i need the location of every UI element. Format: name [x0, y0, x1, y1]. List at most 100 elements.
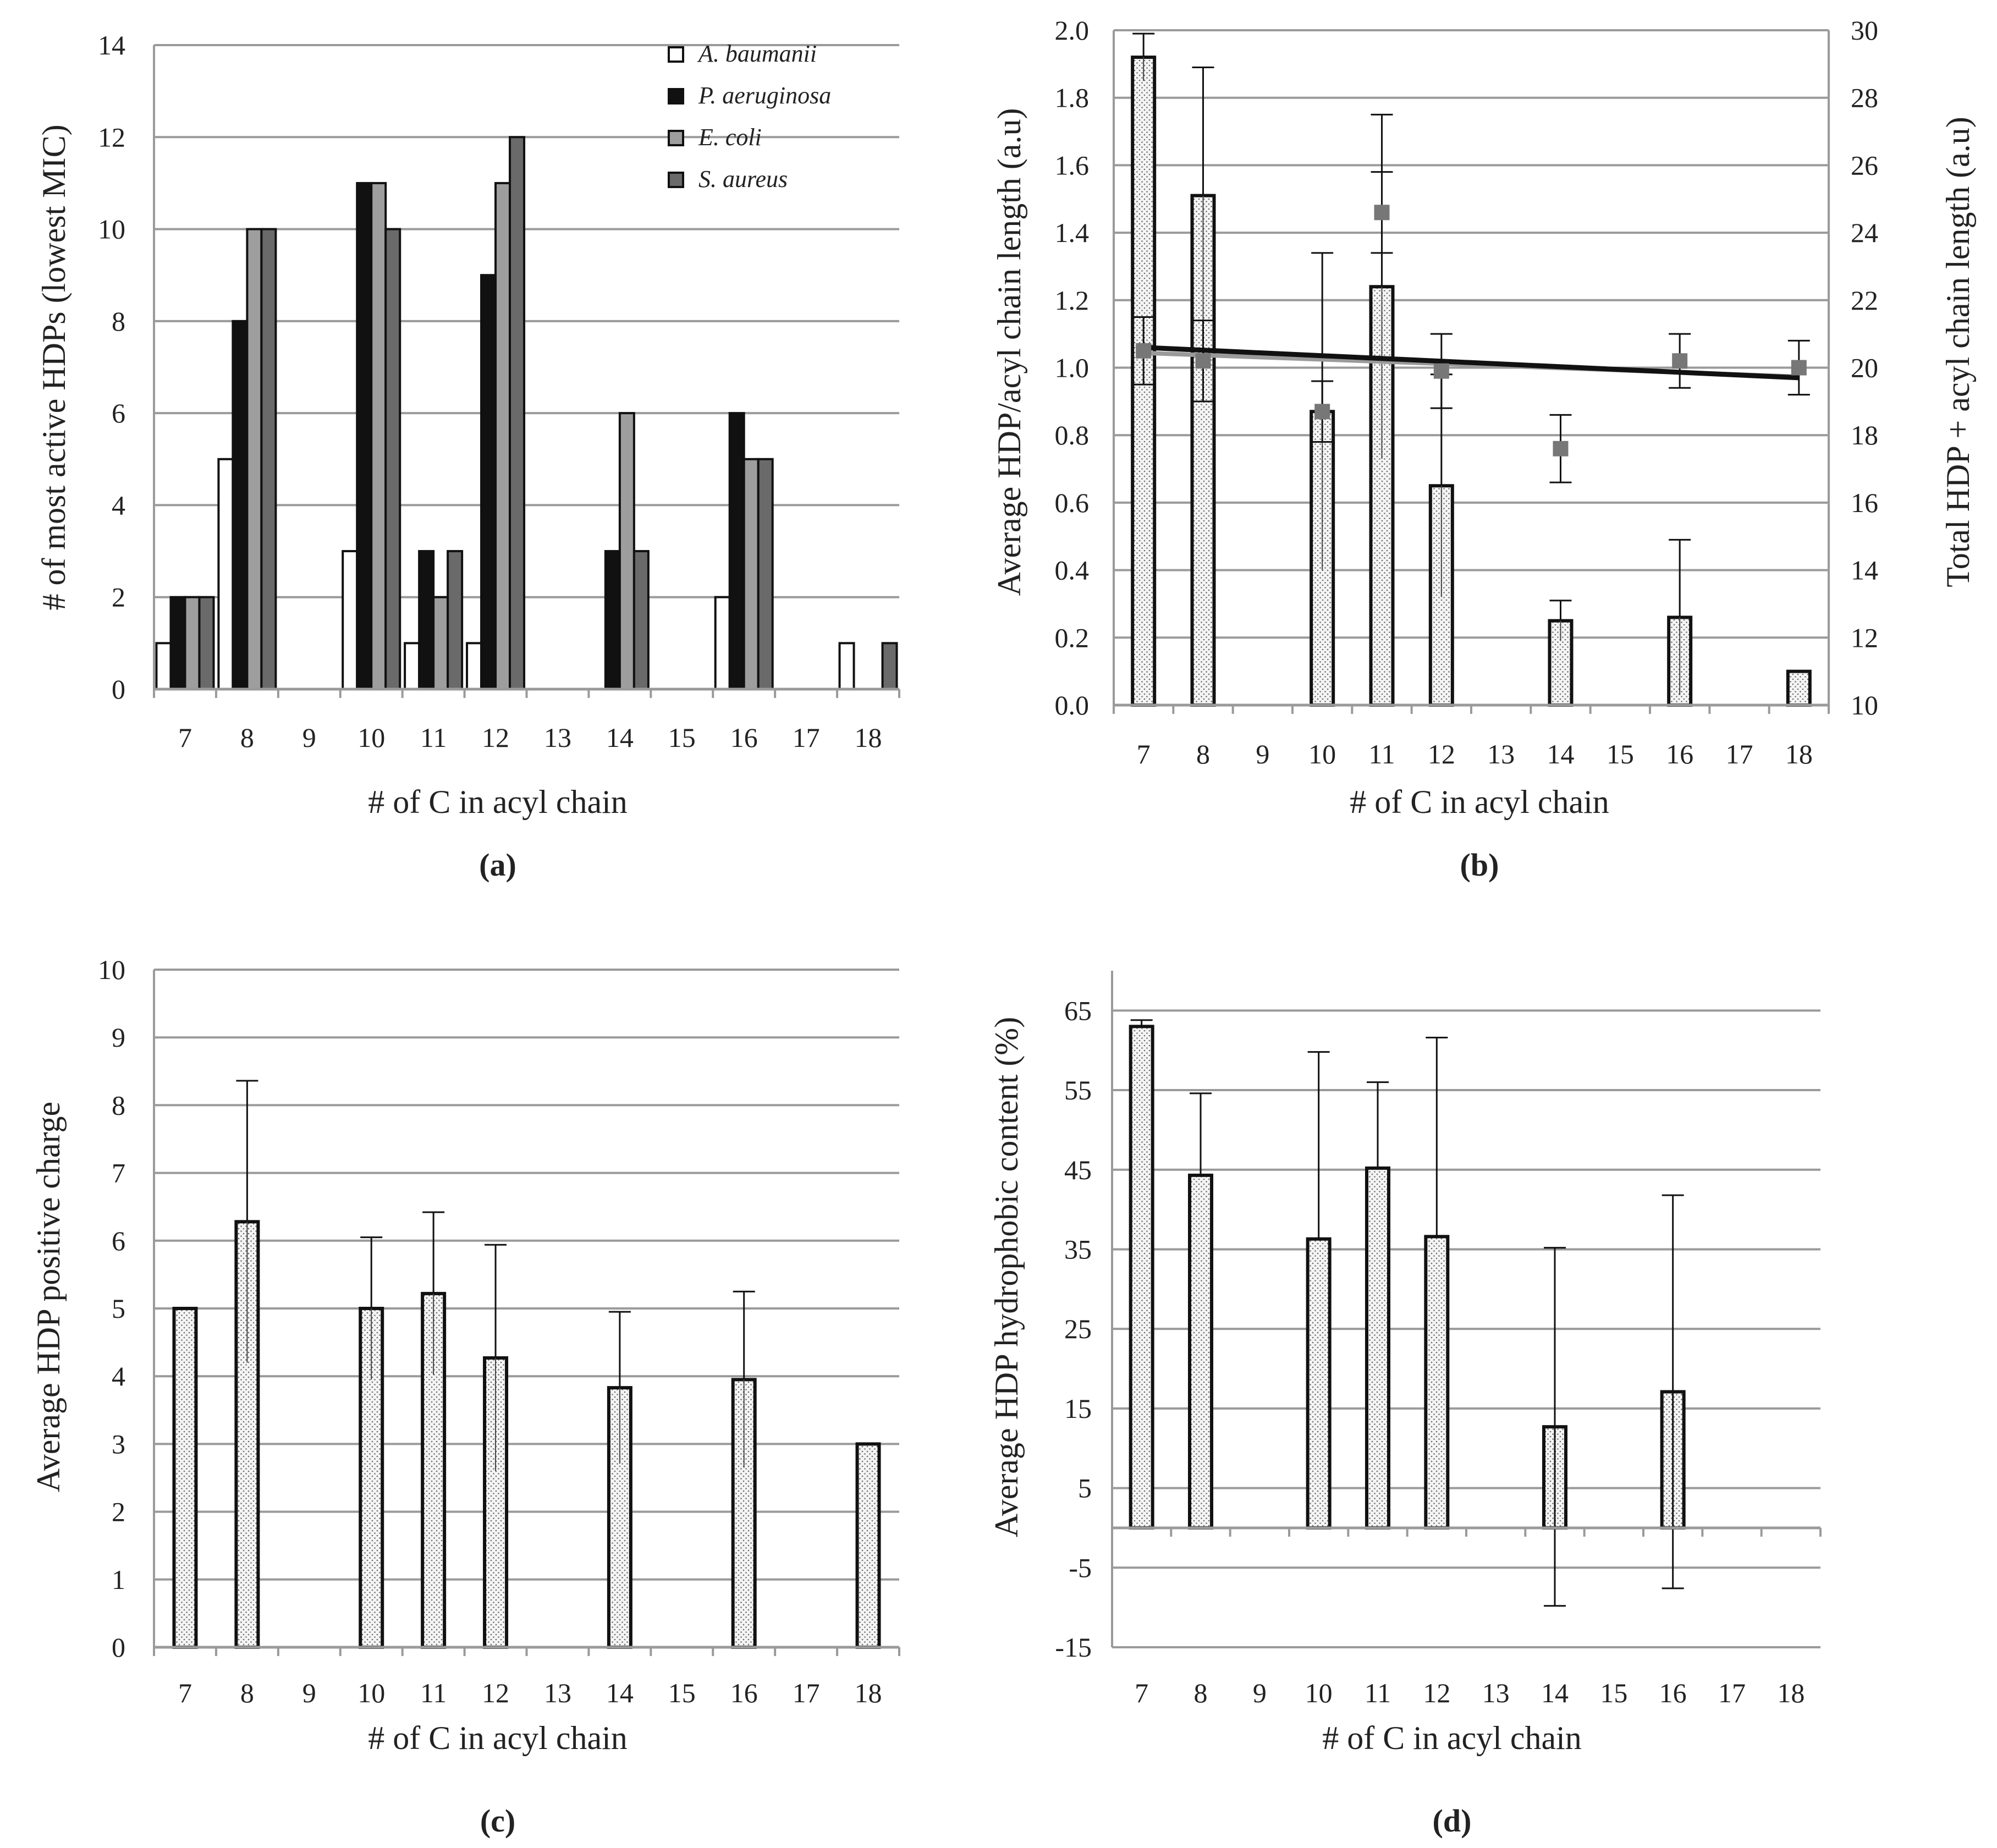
d-bar-10: [1306, 1237, 1332, 1530]
b-points: [1132, 171, 1810, 483]
d-y-axis-label: Average HDP hydrophobic content (%): [988, 1017, 1025, 1537]
b-point-18: [1791, 360, 1807, 376]
d-y-tick-45: 45: [1064, 1154, 1092, 1185]
b-x-tick-14: 14: [1547, 739, 1575, 769]
b-y-tick-1.0: 1.0: [1055, 353, 1090, 383]
b-panel-label: (b): [1460, 847, 1499, 883]
b-trend-black: [1143, 345, 1800, 381]
a-x-tick-17: 17: [793, 722, 820, 753]
d-bars: [1129, 1019, 1686, 1607]
a-bars: [155, 136, 898, 691]
b-point-12: [1433, 363, 1449, 379]
d-y-tick-25: 25: [1064, 1313, 1092, 1344]
b-bars: [1131, 32, 1812, 707]
legend-swatch-ab: [668, 46, 684, 63]
c-gridlines: [154, 969, 899, 1648]
d-x-tick-11: 11: [1365, 1678, 1391, 1708]
d-x-tick-17: 17: [1718, 1678, 1746, 1708]
a-bar-ec-12: [494, 182, 511, 690]
a-x-tick-9: 9: [302, 722, 316, 753]
a-bar-ab-10: [342, 550, 359, 690]
a-bar-ec-7: [184, 596, 201, 690]
d-y-tick--5: -5: [1069, 1552, 1092, 1583]
a-bar-ab-18: [838, 642, 855, 691]
b-y2-tick-28: 28: [1851, 82, 1878, 113]
b-y2-tick-14: 14: [1851, 555, 1878, 586]
a-x-tick-12: 12: [482, 722, 509, 753]
a-bar-ec-16: [742, 458, 760, 690]
b-point-14: [1553, 441, 1569, 457]
b-point-11: [1374, 205, 1390, 221]
a-y-tick-4: 4: [112, 490, 125, 520]
b-x-tick-11: 11: [1368, 739, 1395, 769]
legend-label-ab: A. baumanii: [697, 40, 817, 67]
d-x-tick-8: 8: [1194, 1678, 1208, 1708]
a-x-axis-label: # of C in acyl chain: [368, 784, 628, 820]
a-bar-sa-10: [384, 228, 401, 691]
d-x-tick-10: 10: [1305, 1678, 1333, 1708]
panel-a: 0 2 4 6 8 10 12 14 7 8 9 10 11 12 13 14 15 16 17 18 A. bau…: [36, 30, 900, 883]
d-bar-11: [1365, 1166, 1390, 1530]
c-x-tick-18: 18: [855, 1678, 882, 1708]
a-legend: A. baumanii P. aeruginosa E. coli S. aur…: [668, 40, 831, 193]
b-x-tick-13: 13: [1487, 739, 1515, 769]
a-axes: [153, 45, 900, 698]
a-panel-label: (a): [479, 847, 516, 883]
a-bar-sa-18: [881, 642, 898, 691]
a-bar-ec-10: [370, 182, 387, 690]
b-point-7: [1136, 343, 1152, 359]
b-y2-tick-labels: 10 12 14 16 18 20 22 24 26 28 30: [1851, 15, 1878, 721]
a-y-tick-14: 14: [98, 30, 125, 61]
b-y2-tick-30: 30: [1851, 15, 1878, 46]
c-x-tick-labels: 7 8 9 10 11 12 13 14 15 16 17 18: [178, 1678, 882, 1708]
a-bar-sa-12: [509, 136, 526, 691]
a-bar-sa-11: [447, 550, 464, 690]
d-bar-12: [1424, 1235, 1450, 1530]
b-y2-tick-16: 16: [1851, 487, 1878, 518]
a-y-tick-10: 10: [98, 214, 125, 245]
b-y2-axis-label: Total HDP + acyl chain length (a.u): [1940, 117, 1976, 587]
legend-label-sa: S. aureus: [698, 166, 788, 193]
d-x-tick-9: 9: [1253, 1678, 1267, 1708]
a-bar-ec-11: [432, 596, 449, 690]
c-y-tick-6: 6: [112, 1225, 125, 1256]
a-y-tick-labels: 0 2 4 6 8 10 12 14: [98, 30, 125, 705]
b-y2-tick-20: 20: [1851, 353, 1878, 383]
c-x-tick-11: 11: [420, 1678, 447, 1708]
d-panel-label: (d): [1433, 1803, 1472, 1839]
a-bar-pa-7: [169, 596, 186, 690]
a-y-tick-6: 6: [112, 398, 125, 428]
a-x-tick-16: 16: [730, 722, 758, 753]
d-gridlines: [1112, 1009, 1820, 1648]
a-x-tick-11: 11: [420, 722, 447, 753]
c-y-tick-4: 4: [112, 1361, 125, 1392]
b-bar-7: [1131, 56, 1157, 707]
a-x-tick-14: 14: [606, 722, 634, 753]
a-bar-sa-16: [757, 458, 774, 690]
d-x-tick-labels: 7 8 9 10 11 12 13 14 15 16 17 18: [1135, 1678, 1805, 1708]
b-x-tick-labels: 7 8 9 10 11 12 13 14 15 16 17 18: [1137, 739, 1813, 769]
b-y-tick-0.4: 0.4: [1055, 555, 1090, 586]
b-y-tick-0.6: 0.6: [1055, 487, 1090, 518]
c-x-tick-10: 10: [357, 1678, 385, 1708]
legend-label-pa: P. aeruginosa: [698, 82, 831, 109]
a-bar-pa-16: [728, 412, 745, 691]
a-bar-pa-8: [232, 320, 249, 690]
a-y-tick-12: 12: [98, 122, 125, 152]
c-bar-7: [172, 1307, 198, 1649]
b-y-tick-2.0: 2.0: [1055, 15, 1090, 46]
d-x-tick-18: 18: [1777, 1678, 1805, 1708]
b-gridlines: [1114, 29, 1829, 706]
a-x-tick-15: 15: [668, 722, 696, 753]
a-bar-pa-14: [604, 550, 621, 690]
panel-b: 0.0 0.2 0.4 0.6 0.8 1.0 1.2 1.4 1.6 1.8 2.0 10 12 14…: [991, 15, 1976, 883]
b-x-tick-18: 18: [1785, 739, 1813, 769]
a-x-tick-8: 8: [240, 722, 254, 753]
b-x-tick-9: 9: [1256, 739, 1269, 769]
c-x-tick-15: 15: [668, 1678, 696, 1708]
d-x-tick-7: 7: [1135, 1678, 1148, 1708]
a-bar-ab-8: [217, 458, 234, 690]
a-bar-ab-11: [404, 642, 421, 691]
